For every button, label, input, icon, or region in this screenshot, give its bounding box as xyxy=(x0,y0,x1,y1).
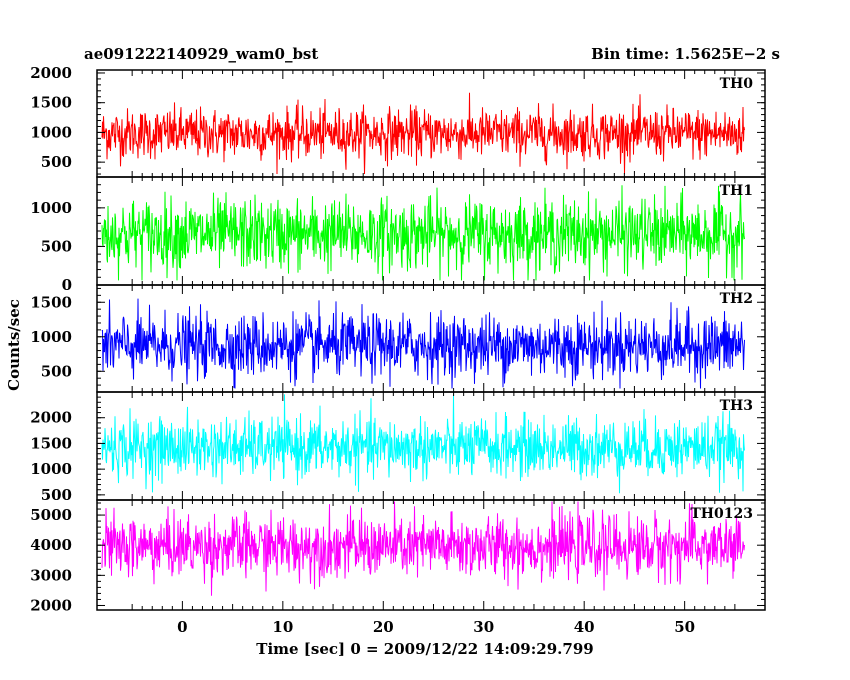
y-tick-label: 500 xyxy=(41,362,72,380)
panel-th1: 0 500 1000 TH1 xyxy=(30,176,766,294)
y-tick-label: 2000 xyxy=(30,64,72,82)
y-tick-label: 1500 xyxy=(30,293,72,311)
series-th1-trace xyxy=(101,185,745,281)
y-tick-label: 0 xyxy=(62,276,72,294)
y-tick-label: 2000 xyxy=(30,596,72,614)
panel-th3: 500 1000 1500 2000 TH3 xyxy=(30,391,766,504)
y-tick-label: 1000 xyxy=(30,328,72,346)
figure-title-left: ae091222140929_wam0_bst xyxy=(84,45,318,63)
x-axis: 0 10 20 30 40 50 xyxy=(177,618,695,636)
series-label-th3: TH3 xyxy=(720,398,753,414)
x-tick-label: 0 xyxy=(177,618,187,636)
x-tick-label: 20 xyxy=(373,618,394,636)
x-tick-label: 40 xyxy=(574,618,595,636)
panel-th2: 500 1000 1500 TH2 xyxy=(30,284,766,393)
y-axis-label: Counts/sec xyxy=(5,299,23,391)
y-tick-label: 1500 xyxy=(30,434,72,452)
y-tick-label: 5000 xyxy=(30,506,72,524)
figure-title-right: Bin time: 1.5625E−2 s xyxy=(591,45,780,63)
series-label-th2: TH2 xyxy=(720,291,753,307)
series-th0123-trace xyxy=(101,501,745,596)
series-th3-trace xyxy=(101,394,745,494)
panel-frame xyxy=(96,499,766,611)
x-axis-label: Time [sec] 0 = 2009/12/22 14:09:29.799 xyxy=(256,640,593,658)
y-tick-label: 500 xyxy=(41,153,72,171)
y-tick-label: 1500 xyxy=(30,94,72,112)
x-tick-label: 10 xyxy=(272,618,293,636)
panel-th0123: 2000 3000 4000 5000 TH0123 xyxy=(30,499,766,614)
y-tick-label: 1000 xyxy=(30,123,72,141)
series-label-th0123: TH0123 xyxy=(690,506,753,522)
series-th2-trace xyxy=(101,298,745,389)
panel-th0: 500 1000 1500 2000 TH0 xyxy=(30,64,766,178)
x-tick-label: 50 xyxy=(674,618,695,636)
y-tick-label: 4000 xyxy=(30,536,72,554)
series-th0-trace xyxy=(101,92,745,175)
series-label-th1: TH1 xyxy=(720,183,753,199)
panels-group: 500 1000 1500 2000 TH0 0 500 1000 TH1 500 1000 1500… xyxy=(30,64,766,614)
y-tick-label: 500 xyxy=(41,486,72,504)
y-tick-label: 1000 xyxy=(30,199,72,217)
series-label-th0: TH0 xyxy=(720,76,754,92)
y-tick-label: 500 xyxy=(41,237,72,255)
x-tick-label: 30 xyxy=(473,618,494,636)
y-tick-label: 2000 xyxy=(30,409,72,427)
y-tick-label: 3000 xyxy=(30,566,72,584)
y-tick-label: 1000 xyxy=(30,460,72,478)
